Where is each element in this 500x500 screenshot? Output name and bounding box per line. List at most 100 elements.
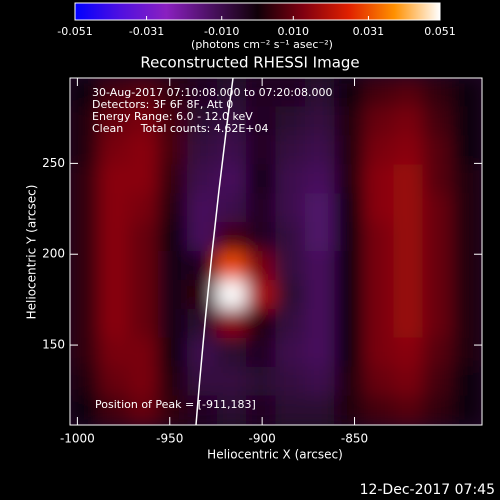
pixel <box>98 164 130 195</box>
pixel <box>393 106 424 137</box>
pixel <box>70 251 100 281</box>
pixel <box>246 164 277 195</box>
pixel <box>216 279 248 310</box>
pixel <box>363 279 395 310</box>
pixel <box>422 193 454 224</box>
solar-limb <box>195 78 234 425</box>
pixel <box>246 337 277 368</box>
pixel <box>70 366 100 397</box>
pixel <box>98 222 130 252</box>
colorbar-tick-label: 0.031 <box>353 25 385 38</box>
annotations: 30-Aug-2017 07:10:08.000 to 07:20:08.000… <box>92 86 333 135</box>
pixel <box>363 222 395 252</box>
pixel <box>98 135 130 166</box>
pixel <box>128 106 159 137</box>
pixel <box>393 366 424 397</box>
pixel <box>334 279 365 310</box>
y-tick-label: 250 <box>42 156 65 170</box>
pixel <box>275 222 306 252</box>
pixel <box>334 193 365 224</box>
pixel <box>393 337 424 368</box>
pixel <box>334 106 365 137</box>
pixel <box>187 78 218 108</box>
pixel <box>275 78 306 108</box>
pixel <box>246 222 277 252</box>
pixel <box>187 308 218 339</box>
pixel <box>216 251 248 281</box>
pixel <box>393 164 424 195</box>
pixel <box>157 251 189 281</box>
colorbar-tick-label: -0.031 <box>129 25 164 38</box>
pixel <box>334 135 365 166</box>
pixel <box>157 308 189 339</box>
pixel <box>128 279 159 310</box>
pixel <box>98 279 130 310</box>
pixel <box>363 366 395 397</box>
pixel <box>452 222 482 252</box>
pixel <box>304 337 336 368</box>
pixel <box>452 366 482 397</box>
pixel <box>246 78 277 108</box>
x-tick-label: -850 <box>341 432 368 446</box>
pixel <box>246 308 277 339</box>
pixel <box>275 193 306 224</box>
pixel <box>187 164 218 195</box>
pixel <box>246 366 277 397</box>
pixel <box>98 366 130 397</box>
plot-area <box>70 78 482 425</box>
peak-label: Position of Peak = [-911,183] <box>95 398 256 411</box>
pixel <box>304 193 336 224</box>
pixel <box>70 193 100 224</box>
pixel <box>452 251 482 281</box>
pixel <box>216 395 248 425</box>
pixel <box>422 279 454 310</box>
pixel <box>275 337 306 368</box>
pixel <box>393 308 424 339</box>
pixel <box>187 135 218 166</box>
pixel <box>157 164 189 195</box>
pixel <box>128 251 159 281</box>
pixel <box>275 135 306 166</box>
pixel <box>393 395 424 425</box>
annotation: Detectors: 3F 6F 8F, Att 0 <box>92 98 233 111</box>
pixel <box>157 106 189 137</box>
pixel <box>363 193 395 224</box>
pixel <box>422 164 454 195</box>
pixel <box>187 366 218 397</box>
pixel <box>363 135 395 166</box>
pixel <box>98 395 130 425</box>
pixel <box>393 251 424 281</box>
pixel <box>334 308 365 339</box>
pixel <box>70 395 100 425</box>
pixel <box>422 251 454 281</box>
pixel <box>334 366 365 397</box>
colorbar <box>75 3 440 20</box>
pixel <box>70 106 100 137</box>
pixel <box>216 222 248 252</box>
pixel <box>393 135 424 166</box>
pixel <box>98 106 130 137</box>
image <box>70 78 482 425</box>
pixel <box>128 222 159 252</box>
colorbar-tick-label: -0.051 <box>57 25 92 38</box>
pixel <box>187 395 218 425</box>
pixel <box>422 106 454 137</box>
pixel <box>157 395 189 425</box>
colorbar-frame <box>74 2 441 21</box>
pixel <box>452 337 482 368</box>
pixel <box>304 395 336 425</box>
pixel <box>157 366 189 397</box>
plot-frame <box>69 77 483 426</box>
pixel <box>452 106 482 137</box>
pixel <box>128 135 159 166</box>
pixel <box>363 106 395 137</box>
pixel <box>98 251 130 281</box>
pixel <box>334 395 365 425</box>
pixel <box>216 193 248 224</box>
pixel <box>422 395 454 425</box>
pixel <box>70 78 100 108</box>
pixel <box>187 251 218 281</box>
pixel <box>216 337 248 368</box>
pixel <box>304 366 336 397</box>
pixel <box>70 164 100 195</box>
